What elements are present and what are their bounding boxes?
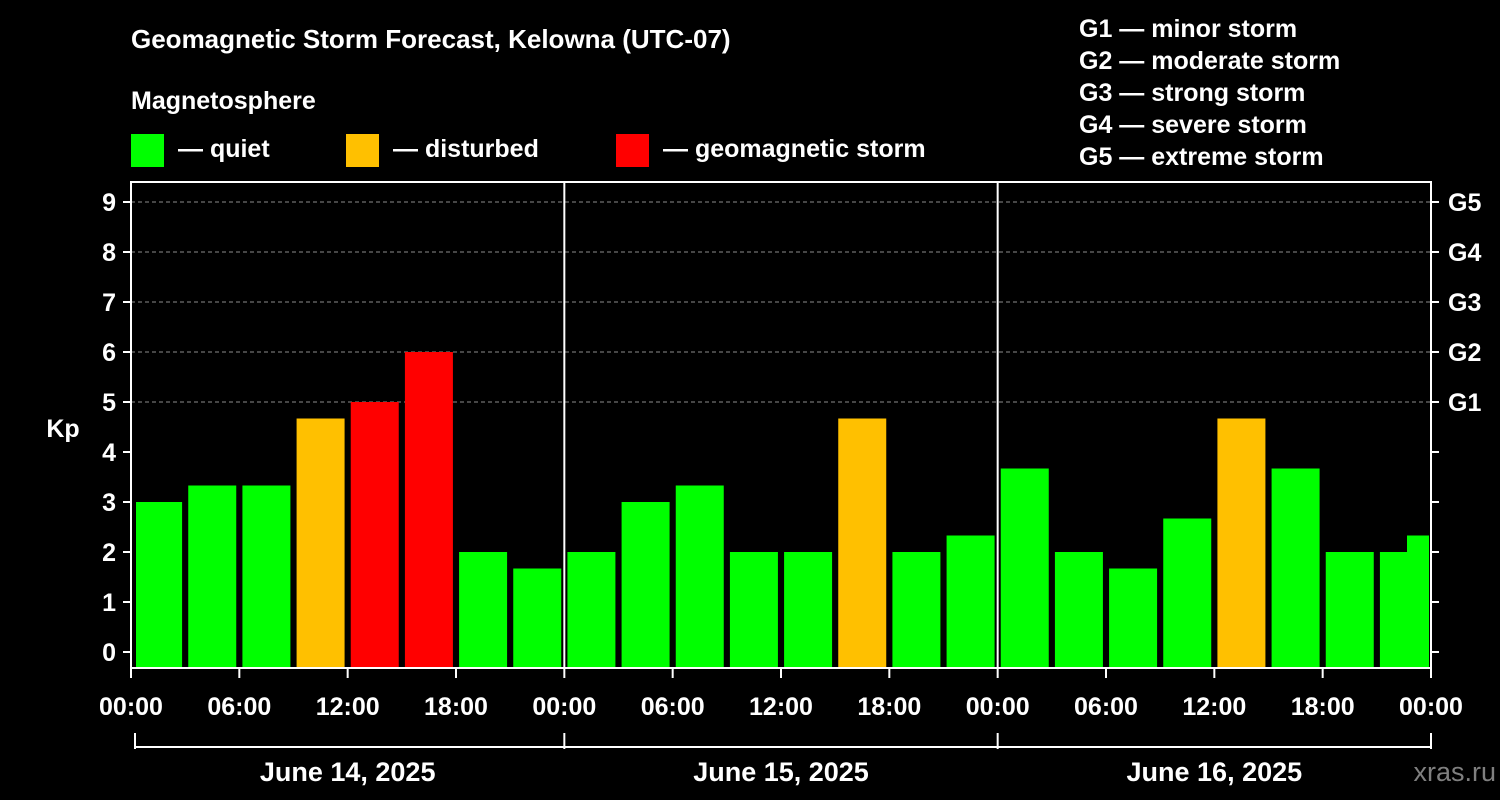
x-tick-label-8: 00:00	[966, 693, 1030, 721]
x-tick-label-0: 00:00	[99, 693, 163, 721]
x-tick-label-12: 00:00	[1399, 693, 1463, 721]
x-tick-label-7: 18:00	[857, 693, 921, 721]
legend-label-1: — quiet	[178, 135, 270, 163]
g-level-label-g5: G5	[1448, 189, 1481, 217]
grid-lines	[131, 201, 1431, 403]
y-tick-label-2: 2	[102, 539, 116, 567]
y-tick-label-8: 8	[102, 239, 116, 267]
legend-title: Magnetosphere	[131, 87, 316, 115]
x-tick-label-11: 18:00	[1291, 693, 1355, 721]
bar-8	[513, 568, 562, 668]
legend-swatch-3	[616, 134, 649, 167]
bar-5	[350, 402, 399, 668]
x-tick-label-10: 12:00	[1182, 693, 1246, 721]
legend-label-2: — disturbed	[393, 135, 539, 163]
bar-9	[567, 552, 616, 668]
g-level-label-g2: G2	[1448, 339, 1481, 367]
storm-scale-item-4: G4 — severe storm	[1079, 111, 1307, 139]
axes: 0 1 2 3 4 5 6 7 8 9 G1 G2 G3 G4 G5 00:00 06:00 12:00 18:00…	[99, 181, 1481, 787]
day-label-1: June 14, 2025	[260, 757, 436, 787]
y-tick-label-9: 9	[102, 189, 116, 217]
bar-13	[784, 552, 833, 668]
y-tick-label-5: 5	[102, 389, 116, 417]
g-level-label-g4: G4	[1448, 239, 1481, 267]
bar-21	[1217, 418, 1266, 668]
bar-3	[242, 485, 291, 668]
bar-19	[1109, 568, 1158, 668]
legend-swatch-2	[346, 134, 379, 167]
x-tick-label-5: 06:00	[641, 693, 705, 721]
x-tick-label-2: 12:00	[316, 693, 380, 721]
chart-title: Geomagnetic Storm Forecast, Kelowna (UTC…	[131, 24, 731, 54]
y-tick-label-4: 4	[102, 439, 116, 467]
bar-18	[1054, 552, 1103, 668]
legend-swatch-1	[131, 134, 164, 167]
y-axis-label: Kp	[46, 415, 79, 443]
bar-22	[1271, 468, 1320, 668]
bar-2	[188, 485, 237, 668]
watermark: xras.ru	[1413, 757, 1496, 787]
day-label-3: June 16, 2025	[1127, 757, 1303, 787]
x-tick-label-1: 06:00	[207, 693, 271, 721]
y-tick-label-1: 1	[102, 589, 116, 617]
x-tick-label-3: 18:00	[424, 693, 488, 721]
bar-10	[621, 502, 670, 668]
bar-20	[1163, 518, 1212, 668]
legend-label-3: — geomagnetic storm	[663, 135, 926, 163]
g-level-label-g3: G3	[1448, 289, 1481, 317]
y-tick-label-7: 7	[102, 289, 116, 317]
bar-6	[404, 352, 453, 668]
g-level-label-g1: G1	[1448, 389, 1481, 417]
bar-17	[1000, 468, 1049, 668]
storm-scale-item-5: G5 — extreme storm	[1079, 143, 1324, 171]
x-tick-label-4: 00:00	[532, 693, 596, 721]
bar-16	[946, 535, 995, 668]
bar-1	[136, 502, 183, 668]
bar-4	[296, 418, 345, 668]
bar-series	[136, 352, 1429, 668]
storm-scale-item-2: G2 — moderate storm	[1079, 47, 1340, 75]
x-tick-label-9: 06:00	[1074, 693, 1138, 721]
bar-11	[675, 485, 724, 668]
x-tick-label-6: 12:00	[749, 693, 813, 721]
y-tick-label-6: 6	[102, 339, 116, 367]
bar-25	[1407, 535, 1429, 668]
bar-15	[892, 552, 941, 668]
y-tick-label-0: 0	[102, 639, 116, 667]
bar-23	[1325, 552, 1374, 668]
storm-scale-item-3: G3 — strong storm	[1079, 79, 1305, 107]
bar-12	[729, 552, 778, 668]
y-tick-label-3: 3	[102, 489, 116, 517]
storm-scale-list: G1 — minor storm G2 — moderate storm G3 — …	[1079, 15, 1340, 171]
bar-7	[459, 552, 508, 668]
bar-14	[838, 418, 887, 668]
storm-scale-item-1: G1 — minor storm	[1079, 15, 1297, 43]
legend: — quiet — disturbed — geomagnetic storm	[131, 134, 926, 167]
day-label-2: June 15, 2025	[693, 757, 869, 787]
